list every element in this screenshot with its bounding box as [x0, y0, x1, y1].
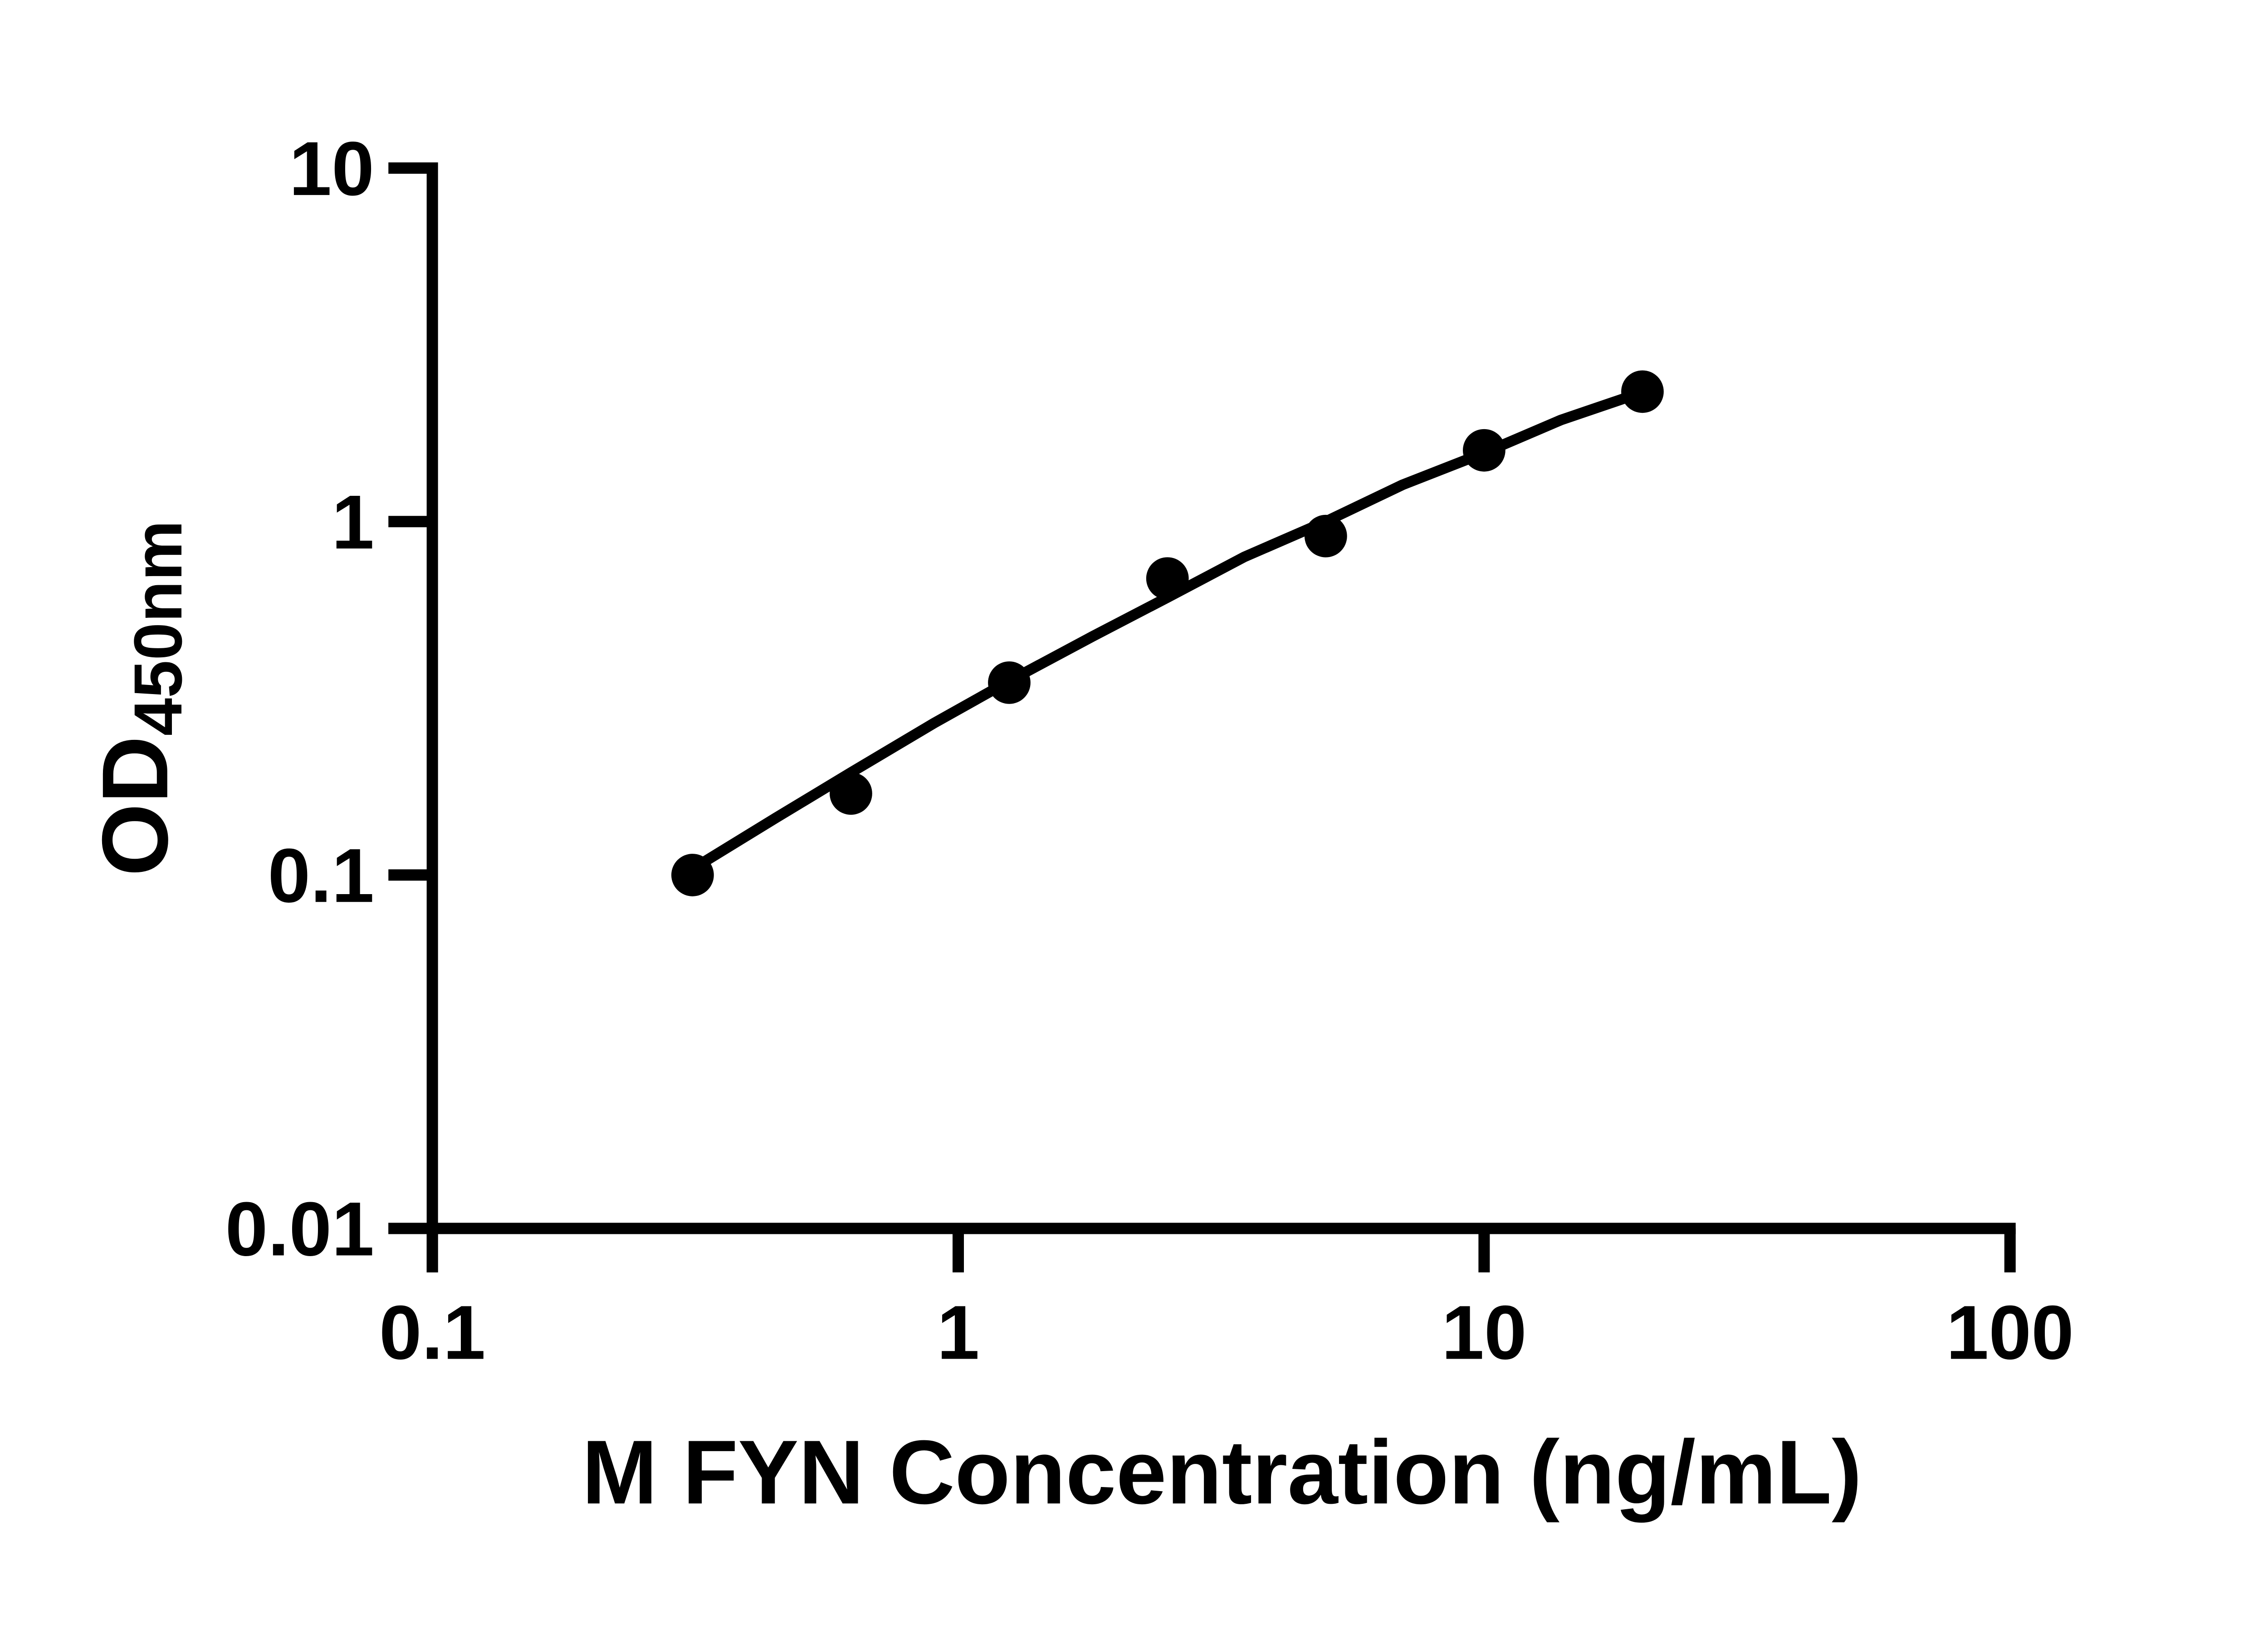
- x-axis-title: M FYN Concentration (ng/mL): [582, 1422, 1862, 1523]
- tick-marks: [388, 162, 2016, 1272]
- data-points: [671, 370, 1664, 896]
- y-axis-title-main: OD: [83, 736, 187, 876]
- data-point-5ng-ml: [1304, 514, 1347, 558]
- y-tick-label-1: 1: [332, 479, 374, 565]
- data-point-2.5ng-ml: [1146, 557, 1189, 600]
- data-point-0.3125ng-ml: [671, 854, 714, 896]
- y-tick-label-0.1: 0.1: [268, 832, 374, 918]
- y-tick-label-0.01: 0.01: [225, 1186, 374, 1272]
- axes: [388, 162, 2016, 1272]
- y-axis-title: OD450nm: [83, 520, 196, 876]
- x-tick-label-0.1: 0.1: [379, 1290, 486, 1375]
- x-tick-label-100: 100: [1946, 1290, 2074, 1375]
- data-point-1.25ng-ml: [988, 661, 1031, 704]
- data-point-20ng-ml: [1621, 370, 1664, 413]
- data-point-10ng-ml: [1463, 429, 1505, 472]
- y-axis-title-subscript: 450nm: [120, 520, 196, 736]
- x-tick-label-1: 1: [937, 1290, 980, 1375]
- y-tick-label-10: 10: [289, 126, 374, 211]
- x-tick-label-10: 10: [1442, 1290, 1527, 1375]
- data-point-0.625ng-ml: [830, 772, 872, 815]
